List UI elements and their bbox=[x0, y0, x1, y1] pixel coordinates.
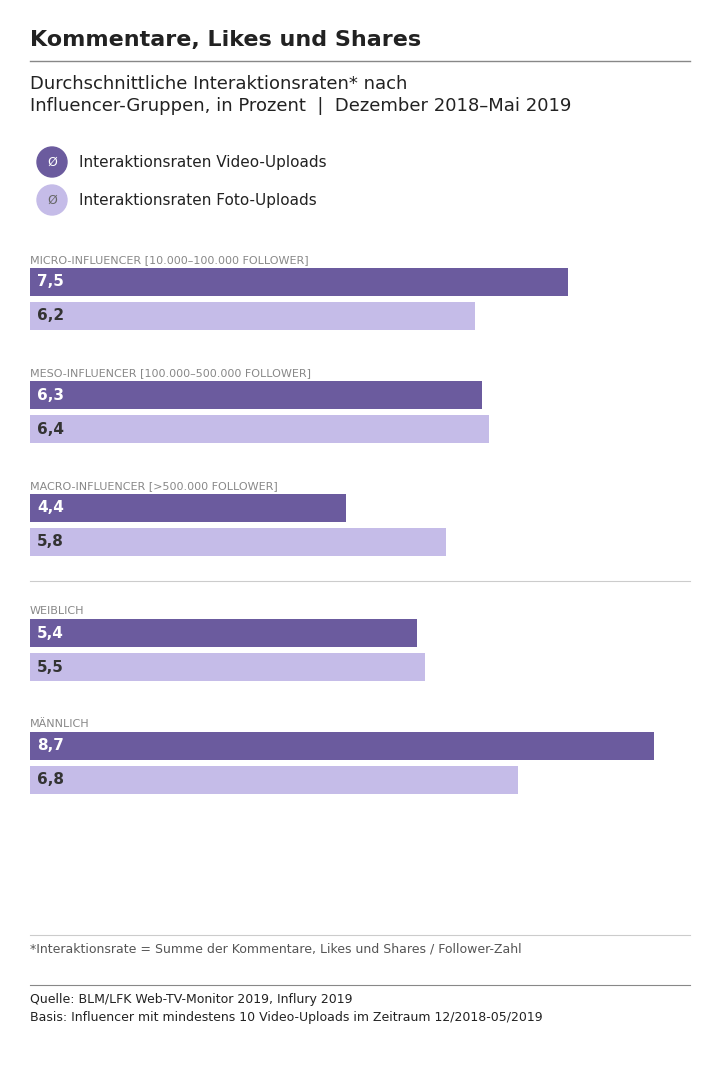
Text: MACRO-INFLUENCER [>500.000 FOLLOWER]: MACRO-INFLUENCER [>500.000 FOLLOWER] bbox=[30, 481, 278, 491]
Text: 7,5: 7,5 bbox=[37, 274, 64, 289]
Text: MÄNNLICH: MÄNNLICH bbox=[30, 719, 89, 729]
Text: Influencer-Gruppen, in Prozent  |  Dezember 2018–Mai 2019: Influencer-Gruppen, in Prozent | Dezembe… bbox=[30, 97, 572, 115]
Text: Durchschnittliche Interaktionsraten* nach: Durchschnittliche Interaktionsraten* nac… bbox=[30, 75, 408, 93]
FancyBboxPatch shape bbox=[30, 619, 418, 647]
FancyBboxPatch shape bbox=[30, 529, 446, 556]
Text: Ø: Ø bbox=[47, 194, 57, 207]
Text: 5,8: 5,8 bbox=[37, 535, 64, 549]
Text: Interaktionsraten Foto-Uploads: Interaktionsraten Foto-Uploads bbox=[79, 193, 317, 208]
FancyBboxPatch shape bbox=[30, 732, 654, 760]
Text: Kommentare, Likes und Shares: Kommentare, Likes und Shares bbox=[30, 30, 421, 50]
Text: 8,7: 8,7 bbox=[37, 739, 64, 754]
Text: 4,4: 4,4 bbox=[37, 500, 64, 516]
Text: *Interaktionsrate = Summe der Kommentare, Likes und Shares / Follower-Zahl: *Interaktionsrate = Summe der Kommentare… bbox=[30, 943, 521, 956]
Text: 5,4: 5,4 bbox=[37, 626, 64, 640]
Text: Interaktionsraten Video-Uploads: Interaktionsraten Video-Uploads bbox=[79, 155, 327, 170]
Text: Ø: Ø bbox=[47, 156, 57, 169]
Text: 6,8: 6,8 bbox=[37, 772, 64, 787]
Circle shape bbox=[37, 147, 67, 177]
FancyBboxPatch shape bbox=[30, 381, 482, 409]
FancyBboxPatch shape bbox=[30, 302, 474, 330]
Text: Basis: Influencer mit mindestens 10 Video-Uploads im Zeitraum 12/2018-05/2019: Basis: Influencer mit mindestens 10 Vide… bbox=[30, 1012, 543, 1025]
Text: 5,5: 5,5 bbox=[37, 660, 64, 675]
Text: MICRO-INFLUENCER [10.000–100.000 FOLLOWER]: MICRO-INFLUENCER [10.000–100.000 FOLLOWE… bbox=[30, 255, 309, 265]
Circle shape bbox=[37, 185, 67, 216]
FancyBboxPatch shape bbox=[30, 653, 425, 681]
FancyBboxPatch shape bbox=[30, 415, 489, 443]
Text: WEIBLICH: WEIBLICH bbox=[30, 606, 84, 616]
FancyBboxPatch shape bbox=[30, 494, 346, 522]
Text: MESO-INFLUENCER [100.000–500.000 FOLLOWER]: MESO-INFLUENCER [100.000–500.000 FOLLOWE… bbox=[30, 368, 311, 378]
Text: 6,4: 6,4 bbox=[37, 421, 64, 436]
Text: Quelle: BLM/LFK Web-TV-Monitor 2019, Influry 2019: Quelle: BLM/LFK Web-TV-Monitor 2019, Inf… bbox=[30, 993, 353, 1006]
FancyBboxPatch shape bbox=[30, 766, 518, 794]
Text: 6,2: 6,2 bbox=[37, 309, 64, 324]
FancyBboxPatch shape bbox=[30, 268, 568, 296]
Text: 6,3: 6,3 bbox=[37, 388, 64, 403]
